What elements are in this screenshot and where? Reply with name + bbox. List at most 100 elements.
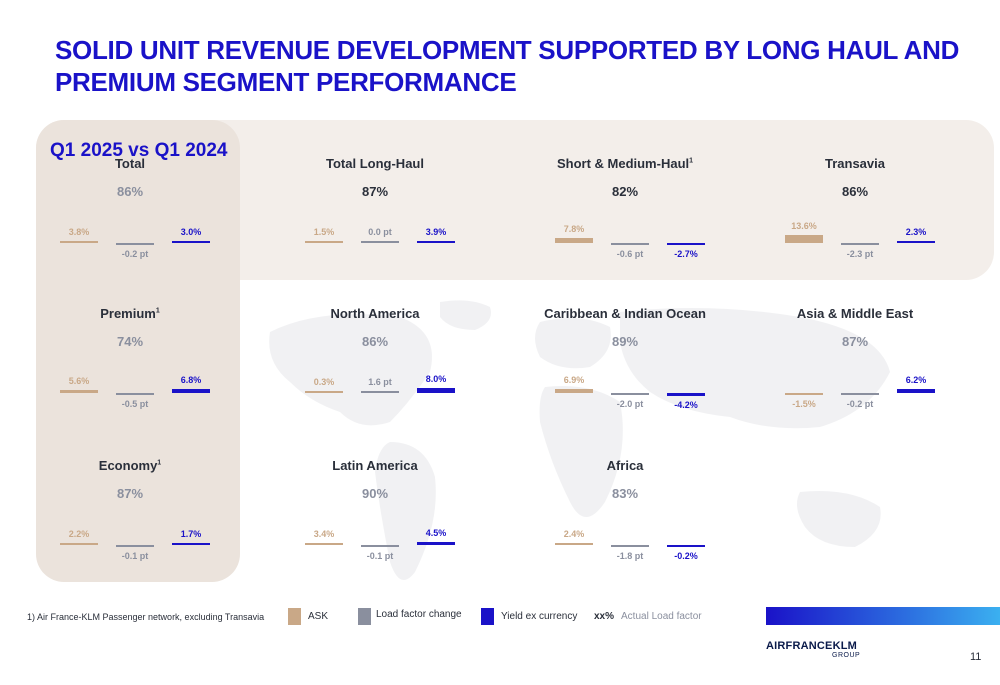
data-label-ask: 2.2% [68,529,90,539]
data-label-load-factor: -0.1 pt [121,551,149,561]
chart-panel: Short & Medium-Haul1 82% 7.8% -0.6 pt -2.7% [520,150,730,270]
bar-ask [785,393,823,395]
data-label-load-factor: -0.6 pt [616,249,644,259]
brand-gradient-bar [766,607,1000,625]
chart-title-footnote-mark: 1 [689,157,694,165]
data-label-yield: 4.5% [425,528,447,539]
chart-title: Total [25,156,235,171]
page-number: 11 [970,651,982,663]
bar-load-factor [611,393,649,395]
bar-yield [417,240,455,243]
bar-ask [305,241,343,243]
bar-load-factor [116,243,154,245]
data-label-ask: 13.6% [791,220,817,231]
bar-ask [555,543,593,545]
data-label-ask: 6.9% [563,374,585,385]
world-map-background [269,300,890,580]
chart-title-text: Transavia [825,156,885,171]
data-label-load-factor: -2.3 pt [846,249,874,259]
bar-load-factor [611,243,649,245]
legend-label-yield: Yield ex currency [501,611,578,622]
data-label-ask: 3.8% [68,226,90,237]
chart-panel: Total 86% 3.8% -0.2 pt 3.0% [25,150,235,270]
chart-title-text: Economy [98,458,158,473]
bar-yield [172,241,210,243]
page-title-line1: SOLID UNIT REVENUE DEVELOPMENT SUPPORTED… [55,35,960,65]
data-label-ask: 7.8% [563,224,585,235]
bar-load-factor [361,241,399,243]
chart-title: Transavia [750,156,960,171]
data-label-load-factor: -2.0 pt [616,399,644,409]
chart-panel: Premium1 74% 5.6% -0.5 pt 6.8% [25,300,235,420]
data-label-yield: 1.7% [180,529,202,539]
highlight-band-left [36,120,240,582]
data-label-yield: -0.2% [674,551,698,561]
data-label-yield: 2.3% [905,227,927,237]
chart-title-text: Short & Medium-Haul [556,156,690,171]
data-label-load-factor: 0.0 pt [368,227,392,237]
chart-title: Short & Medium-Haul1 [520,156,730,171]
legend-label-load-factor: Load factor change [376,609,462,620]
data-label-yield: 3.0% [180,227,202,237]
bar-load-factor [841,243,879,245]
data-label-yield: 6.8% [180,374,202,385]
bar-yield [172,543,210,545]
bar-load-factor [841,393,879,395]
chart-title: Asia & Middle East [750,306,960,321]
period-label: Q1 2025 vs Q1 2024 [50,140,228,161]
bar-ask [555,238,593,243]
chart-title-text: Total [114,156,146,171]
chart-title: Premium1 [25,306,235,321]
chart-title: Latin America [270,458,480,473]
chart-panel: Africa 83% 2.4% -1.8 pt -0.2% [520,452,730,572]
chart-panel: Economy1 87% 2.2% -0.1 pt 1.7% [25,452,235,572]
bar-yield [667,243,705,245]
legend-swatch-load-factor [358,608,371,625]
data-label-ask: 5.6% [68,375,90,386]
data-label-ask: 3.4% [313,528,335,539]
legend-label-ask: ASK [308,611,329,622]
legend-label-actual: Actual Load factor [621,611,702,622]
load-factor-value: 86% [116,184,144,199]
data-label-yield: 3.9% [425,226,447,237]
bar-ask [555,388,593,393]
chart-title-footnote-mark: 1 [157,459,162,467]
data-label-ask: 2.4% [563,529,585,539]
load-factor-value: 83% [611,486,639,501]
chart-title: Economy1 [25,458,235,473]
data-label-load-factor: -0.1 pt [366,551,394,561]
load-factor-value: 87% [841,334,869,349]
data-label-ask: 0.3% [313,377,335,387]
load-factor-value: 82% [611,184,639,199]
data-label-load-factor: 1.6 pt [368,377,392,387]
load-factor-value: 89% [611,334,639,349]
load-factor-value: 87% [116,486,144,501]
chart-title: Africa [520,458,730,473]
footnote: 1) Air France-KLM Passenger network, exc… [27,612,265,622]
bar-yield [897,241,935,243]
chart-title: Caribbean & Indian Ocean [520,306,730,321]
chart-title-text: Premium [100,306,156,321]
chart-panel: Latin America 90% 3.4% -0.1 pt 4.5% [270,452,480,572]
data-label-yield: -2.7% [674,249,698,259]
data-label-yield: 6.2% [905,375,927,386]
bar-load-factor [116,545,154,547]
bar-load-factor [361,545,399,547]
data-label-load-factor: -0.2 pt [846,399,874,409]
chart-title-text: Asia & Middle East [796,306,914,321]
load-factor-value: 87% [361,184,389,199]
chart-title: Total Long-Haul [270,156,480,171]
chart-panel: Asia & Middle East 87% -1.5% -0.2 pt 6.2% [750,300,960,420]
chart-panel: North America 86% 0.3% 1.6 pt 8.0% [270,300,480,420]
bar-yield [417,388,455,393]
data-label-load-factor: -1.8 pt [616,551,644,561]
page-title-line2: PREMIUM SEGMENT PERFORMANCE [55,67,517,97]
chart-title-text: North America [330,306,420,321]
load-factor-value: 74% [116,334,144,349]
chart-panel: Caribbean & Indian Ocean 89% 6.9% -2.0 pt -4… [520,300,730,420]
bar-yield [417,542,455,545]
page-title: SOLID UNIT REVENUE DEVELOPMENT SUPPORTED… [55,34,975,98]
data-label-yield: 8.0% [425,374,447,385]
load-factor-value: 90% [361,486,389,501]
bar-load-factor [116,393,154,395]
